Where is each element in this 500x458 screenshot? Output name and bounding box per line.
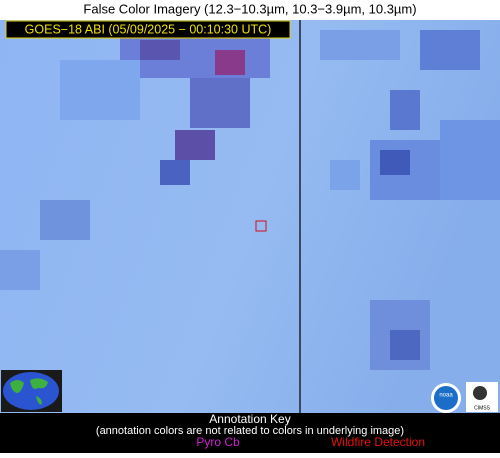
title-bar — [0, 0, 500, 20]
label-box — [5, 20, 291, 39]
wildfire-marker — [255, 220, 267, 232]
noaa-text: noaa — [439, 393, 453, 399]
key-panel — [0, 413, 500, 453]
key-item: Pyro Cb — [196, 435, 240, 449]
cimss-text: CIMSS — [474, 405, 491, 411]
globe-logo — [1, 370, 62, 412]
noaa-logo: noaa — [431, 383, 461, 413]
key-title: Annotation Key — [209, 412, 290, 426]
cimss-logo: CIMSS — [466, 382, 498, 412]
title: False Color Imagery (12.3−10.3µm, 10.3−3… — [83, 1, 416, 16]
label: GOES−18 ABI (05/09/2025 − 00:10:30 UTC) — [25, 22, 272, 36]
key-note: (annotation colors are not related to co… — [96, 425, 404, 437]
key-item: Wildfire Detection — [331, 435, 425, 449]
cloud-blocks — [0, 30, 500, 370]
